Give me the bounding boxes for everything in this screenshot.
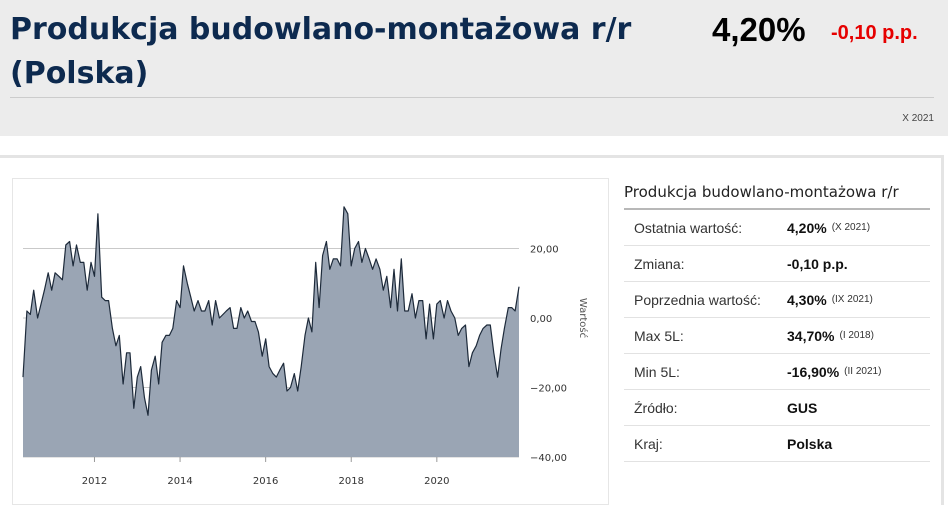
info-row-value: -0,10 p.p. xyxy=(787,255,848,272)
info-title: Produkcja budowlano-montażowa r/r xyxy=(624,178,930,210)
info-row: Poprzednia wartość: 4,30% (IX 2021) xyxy=(624,282,930,318)
info-row: Max 5L: 34,70% (I 2018) xyxy=(624,318,930,354)
y-tick-label: 0,00 xyxy=(530,314,552,325)
series-area xyxy=(23,206,519,457)
info-row-value: GUS xyxy=(787,399,818,416)
y-axis-title: Wartość xyxy=(577,298,589,338)
x-tick-label: 2012 xyxy=(82,476,107,487)
info-row: Źródło: GUS xyxy=(624,390,930,426)
info-rows: Ostatnia wartość: 4,20% (X 2021) Zmiana: -0,… xyxy=(624,210,930,462)
info-row: Min 5L: -16,90% (II 2021) xyxy=(624,354,930,390)
info-row: Ostatnia wartość: 4,20% (X 2021) xyxy=(624,210,930,246)
info-row-label: Kraj: xyxy=(634,435,663,452)
area-chart: −40,00 −20,00 0,00 20,00 2012 2014 2016 2018 202… xyxy=(22,206,589,487)
y-tick-label: −40,00 xyxy=(530,453,567,464)
info-row-value: 4,20% xyxy=(787,219,827,236)
value-change: -0,10 p.p. xyxy=(831,22,918,44)
x-tick-label: 2014 xyxy=(167,476,192,487)
info-row-date: (I 2018) xyxy=(839,330,874,341)
content-panel xyxy=(0,155,944,505)
y-tick-label: −20,00 xyxy=(530,384,567,395)
info-row-label: Ostatnia wartość: xyxy=(634,219,743,236)
x-tick-label: 2020 xyxy=(424,476,449,487)
x-tick-label: 2016 xyxy=(253,476,278,487)
value-date: X 2021 xyxy=(902,113,934,124)
info-row-label: Min 5L: xyxy=(634,363,680,380)
info-table: Produkcja budowlano-montażowa r/r Ostatn… xyxy=(624,178,930,462)
info-row-label: Poprzednia wartość: xyxy=(634,291,761,308)
info-row-label: Źródło: xyxy=(634,399,678,416)
info-row-date: (II 2021) xyxy=(844,366,882,377)
series-line xyxy=(22,206,520,416)
info-row-value: 4,30% xyxy=(787,291,827,308)
chart-container: −40,00 −20,00 0,00 20,00 2012 2014 2016 2018 202… xyxy=(12,178,609,505)
info-row: Zmiana: -0,10 p.p. xyxy=(624,246,930,282)
current-value: 4,20% xyxy=(712,11,806,48)
info-row-date: (IX 2021) xyxy=(831,294,873,305)
info-row-label: Max 5L: xyxy=(634,327,684,344)
header-divider xyxy=(10,97,934,98)
header-bar: Produkcja budowlano-montażowa r/r (Polsk… xyxy=(0,0,948,136)
info-row: Kraj: Polska xyxy=(624,426,930,462)
x-tick-label: 2018 xyxy=(339,476,364,487)
info-row-value: -16,90% xyxy=(787,363,840,380)
info-row-value: Polska xyxy=(787,435,833,452)
info-row-label: Zmiana: xyxy=(634,255,685,272)
info-row-date: (X 2021) xyxy=(831,222,871,233)
info-row-value: 34,70% xyxy=(787,327,835,344)
page-title: Produkcja budowlano-montażowa r/r (Polsk… xyxy=(10,12,632,91)
y-tick-label: 20,00 xyxy=(530,245,559,256)
